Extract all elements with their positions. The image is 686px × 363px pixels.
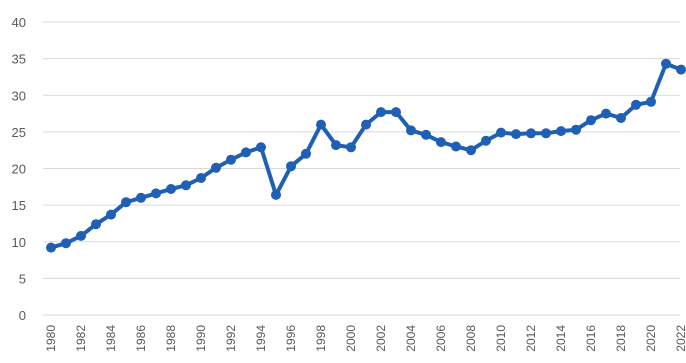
data-point-1980 <box>46 242 56 253</box>
y-tick-label: 0 <box>19 308 26 323</box>
data-point-2011 <box>511 129 521 140</box>
data-point-1997 <box>301 148 311 159</box>
data-point-2018 <box>616 113 626 123</box>
x-tick-label: 1992 <box>224 325 238 352</box>
x-axis-tick-labels: 1980 1982 1984 1986 1988 1990 1992 1994 1996 1998… <box>44 325 686 352</box>
data-point-2013 <box>541 128 551 139</box>
y-tick-label: 10 <box>12 235 26 250</box>
data-point-1987 <box>151 188 161 199</box>
data-point-1988 <box>166 184 176 194</box>
x-tick-label: 1982 <box>74 325 88 352</box>
x-tick-label: 2008 <box>464 325 478 352</box>
y-tick-label: 5 <box>19 271 26 286</box>
data-point-2012 <box>526 128 536 139</box>
data-point-2022 <box>676 64 686 75</box>
series-line <box>49 61 683 250</box>
data-point-2016 <box>586 115 596 126</box>
data-point-1996 <box>286 161 296 172</box>
x-tick-label: 1998 <box>314 325 328 352</box>
x-tick-label: 2016 <box>584 325 598 352</box>
data-point-2009 <box>481 135 491 146</box>
data-point-1983 <box>91 219 101 230</box>
data-point-1982 <box>76 230 86 241</box>
data-point-1985 <box>121 197 131 208</box>
data-point-2021 <box>661 58 671 69</box>
y-tick-label: 15 <box>12 198 26 213</box>
x-tick-label: 1990 <box>194 325 208 352</box>
x-tick-label: 2006 <box>434 325 448 352</box>
x-tick-label: 2022 <box>674 325 686 352</box>
y-tick-label: 35 <box>12 52 26 67</box>
y-tick-label: 40 <box>12 15 26 30</box>
x-tick-label: 1986 <box>134 325 148 352</box>
data-point-1993 <box>241 147 251 158</box>
x-tick-label: 2020 <box>644 325 658 352</box>
data-point-2015 <box>571 124 581 135</box>
data-point-1984 <box>106 209 116 220</box>
x-tick-label: 2014 <box>554 325 568 352</box>
data-point-2004 <box>406 125 416 136</box>
data-point-2020 <box>646 96 656 107</box>
data-point-2008 <box>466 145 476 156</box>
data-point-1990 <box>196 173 206 183</box>
y-tick-label: 20 <box>12 162 26 177</box>
data-point-2000 <box>346 142 356 153</box>
data-point-2010 <box>496 127 506 138</box>
x-tick-label: 1980 <box>44 325 58 352</box>
x-tick-label: 2010 <box>494 325 508 352</box>
data-point-1989 <box>181 180 191 191</box>
data-point-2001 <box>361 119 371 130</box>
data-point-2006 <box>436 137 446 148</box>
x-tick-label: 1988 <box>164 325 178 352</box>
x-tick-label: 2018 <box>614 325 628 352</box>
y-tick-label: 25 <box>12 125 26 140</box>
series-layer <box>46 58 686 253</box>
gridlines <box>43 21 680 316</box>
data-point-1986 <box>136 192 146 203</box>
data-point-1999 <box>331 140 341 151</box>
x-tick-label: 2000 <box>344 325 358 352</box>
data-point-2005 <box>421 129 431 140</box>
x-tick-label: 1994 <box>254 325 268 352</box>
x-tick-label: 2012 <box>524 325 538 352</box>
x-tick-label: 1984 <box>104 325 118 352</box>
y-axis-tick-labels: 0 5 10 15 20 25 30 35 40 <box>12 15 26 323</box>
data-point-1992 <box>226 154 236 165</box>
data-point-1981 <box>61 238 71 249</box>
data-point-2014 <box>556 126 566 137</box>
data-point-1998 <box>316 119 326 130</box>
y-tick-label: 30 <box>12 88 26 103</box>
data-point-2019 <box>631 99 641 110</box>
x-tick-label: 2004 <box>404 325 418 352</box>
data-point-2007 <box>451 141 461 152</box>
data-point-1991 <box>211 162 221 173</box>
data-point-2002 <box>376 107 386 118</box>
data-point-1994 <box>256 142 266 153</box>
data-point-2017 <box>601 108 611 119</box>
data-point-2003 <box>391 107 401 118</box>
data-point-1995 <box>271 189 281 200</box>
x-tick-label: 2002 <box>374 325 388 352</box>
x-tick-label: 1996 <box>284 325 298 352</box>
